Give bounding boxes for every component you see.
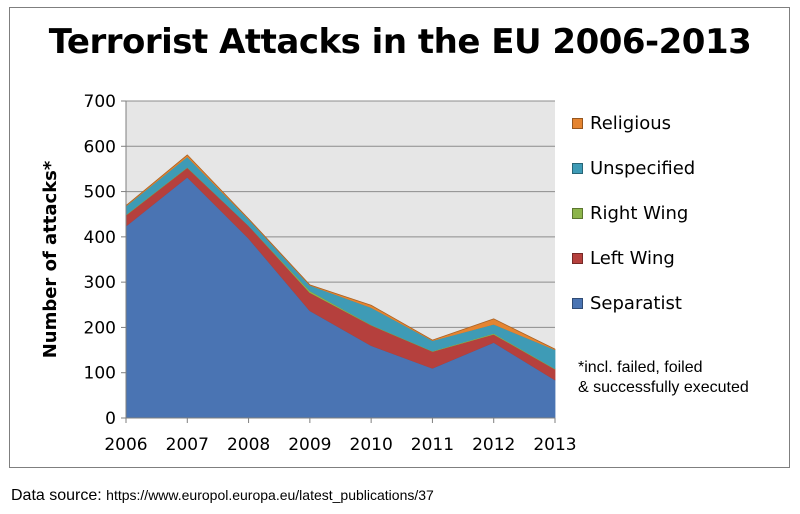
data-source: Data source: https://www.europol.europa.… bbox=[11, 487, 434, 505]
x-tick-label: 2007 bbox=[166, 435, 209, 455]
x-tick-label: 2013 bbox=[533, 435, 576, 455]
series-edge-religious bbox=[125, 154, 556, 350]
legend-swatch bbox=[572, 207, 583, 219]
y-tick-label: 300 bbox=[84, 273, 116, 293]
legend-swatch bbox=[572, 297, 583, 309]
legend-item-left-wing: Left Wing bbox=[572, 247, 675, 269]
legend-label: Religious bbox=[590, 112, 671, 134]
legend-item-right-wing: Right Wing bbox=[572, 202, 688, 224]
legend-item-separatist: Separatist bbox=[572, 292, 682, 314]
source-url: https://www.europol.europa.eu/latest_pub… bbox=[106, 487, 434, 503]
legend-item-unspecified: Unspecified bbox=[572, 157, 695, 179]
legend-swatch bbox=[572, 162, 583, 174]
y-tick-label: 200 bbox=[84, 318, 116, 338]
y-tick-label: 700 bbox=[84, 92, 116, 112]
x-tick-label: 2008 bbox=[227, 435, 270, 455]
y-axis-label: Number of attacks* bbox=[40, 160, 61, 358]
y-tick-label: 400 bbox=[84, 228, 116, 248]
legend-label: Right Wing bbox=[590, 202, 689, 224]
x-tick-label: 2009 bbox=[288, 435, 331, 455]
y-tick-label: 100 bbox=[84, 364, 116, 384]
y-tick-label: 500 bbox=[84, 183, 116, 203]
chart-title: Terrorist Attacks in the EU 2006-2013 bbox=[48, 22, 752, 62]
legend-swatch bbox=[572, 252, 583, 264]
x-tick-label: 2010 bbox=[350, 435, 393, 455]
footnote-line-2: & successfully executed bbox=[578, 379, 749, 396]
footnote-line-1: *incl. failed, foiled bbox=[578, 359, 703, 376]
x-tick-label: 2011 bbox=[411, 435, 454, 455]
x-tick-label: 2006 bbox=[104, 435, 147, 455]
legend-swatch bbox=[572, 117, 583, 129]
series-area-religious bbox=[125, 154, 556, 351]
y-tick-label: 0 bbox=[105, 409, 116, 429]
source-label: Data source: bbox=[11, 487, 102, 504]
chart-footnote: *incl. failed, foiled & successfully exe… bbox=[578, 358, 749, 398]
legend-label: Left Wing bbox=[590, 247, 675, 269]
legend-item-religious: Religious bbox=[572, 112, 671, 134]
legend-label: Separatist bbox=[590, 292, 682, 314]
y-tick-label: 600 bbox=[84, 137, 116, 157]
x-tick-label: 2012 bbox=[472, 435, 515, 455]
legend-label: Unspecified bbox=[590, 157, 696, 179]
